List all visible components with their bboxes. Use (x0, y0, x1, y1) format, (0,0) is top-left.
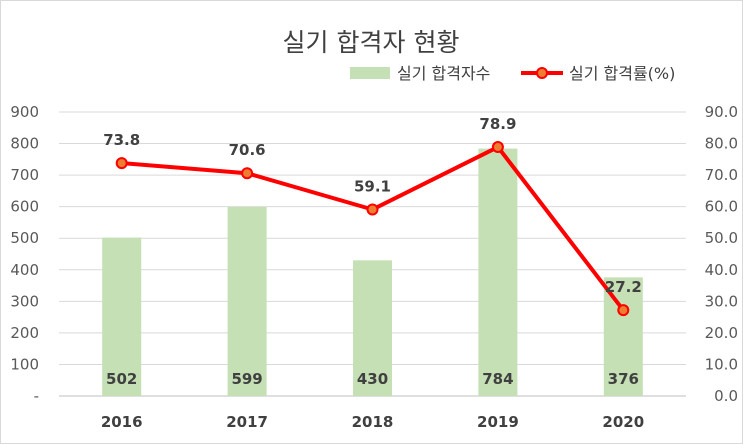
x-tick-label: 2017 (226, 413, 268, 431)
rate-point (491, 141, 504, 154)
bar-data-label: 376 (608, 370, 639, 388)
rate-line (115, 141, 630, 317)
rate-data-label: 70.6 (229, 141, 266, 159)
rate-point (617, 304, 630, 317)
bar (227, 206, 267, 396)
bar-data-label: 784 (482, 370, 513, 388)
bar (478, 148, 518, 396)
legend-label-line: 실기 합격률(%) (569, 64, 675, 83)
x-tick-label: 2018 (352, 413, 394, 431)
rate-point (241, 167, 254, 180)
y-right-tick-label: 30.0 (705, 292, 738, 310)
rate-data-label: 59.1 (354, 178, 391, 196)
legend-swatch-bar (350, 67, 390, 79)
y-right-tick-label: 90.0 (705, 103, 738, 121)
y-right-tick-label: 10.0 (705, 355, 738, 373)
y-left-tick-label: 700 (10, 166, 39, 184)
bar (102, 237, 142, 396)
y-left-tick-label: 900 (10, 103, 39, 121)
y-left-tick-label: 100 (10, 355, 39, 373)
x-tick-label: 2016 (101, 413, 143, 431)
y-right-tick-label: 20.0 (705, 324, 738, 342)
y-right-tick-label: 70.0 (705, 166, 738, 184)
bar-data-label: 599 (231, 370, 262, 388)
y-right-tick-label: 50.0 (705, 229, 738, 247)
y-right-tick-label: 40.0 (705, 261, 738, 279)
bar (603, 277, 643, 396)
rate-data-label: 73.8 (103, 131, 140, 149)
y-left-tick-label: 800 (10, 135, 39, 153)
y-left-tick-label: 300 (10, 292, 39, 310)
left-axis: - 100 200 300 400 500 600 700 800 900 (10, 103, 39, 405)
rate-data-label: 78.9 (479, 115, 516, 133)
legend-swatch-marker (536, 67, 548, 79)
rate-data-label: 27.2 (605, 278, 642, 296)
bar-labels: 502 599 430 784 376 (106, 370, 639, 388)
y-left-tick-label: 500 (10, 229, 39, 247)
bars (102, 148, 643, 396)
y-left-tick-label: 200 (10, 324, 39, 342)
right-axis: 0.0 10.0 20.0 30.0 40.0 50.0 60.0 70.0 80.0 90.0 (705, 103, 738, 405)
y-left-tick-label: 400 (10, 261, 39, 279)
rate-point (366, 203, 379, 216)
rate-point (115, 157, 128, 170)
legend-label-bar: 실기 합격자수 (397, 64, 490, 83)
y-left-tick-label: - (34, 387, 39, 405)
x-tick-label: 2019 (477, 413, 519, 431)
y-right-tick-label: 0.0 (714, 387, 738, 405)
legend: 실기 합격자수 실기 합격률(%) (350, 64, 675, 83)
bar (353, 260, 392, 396)
y-right-tick-label: 60.0 (705, 198, 738, 216)
y-right-tick-label: 80.0 (705, 135, 738, 153)
x-axis: 2016 2017 2018 2019 2020 (101, 413, 644, 431)
rate-labels: 73.8 70.6 59.1 78.9 27.2 (103, 115, 642, 296)
bar-data-label: 430 (357, 370, 388, 388)
y-left-tick-label: 600 (10, 198, 39, 216)
x-tick-label: 2020 (602, 413, 644, 431)
chart-title: 실기 합격자 현황 (283, 28, 460, 57)
bar-data-label: 502 (106, 370, 137, 388)
